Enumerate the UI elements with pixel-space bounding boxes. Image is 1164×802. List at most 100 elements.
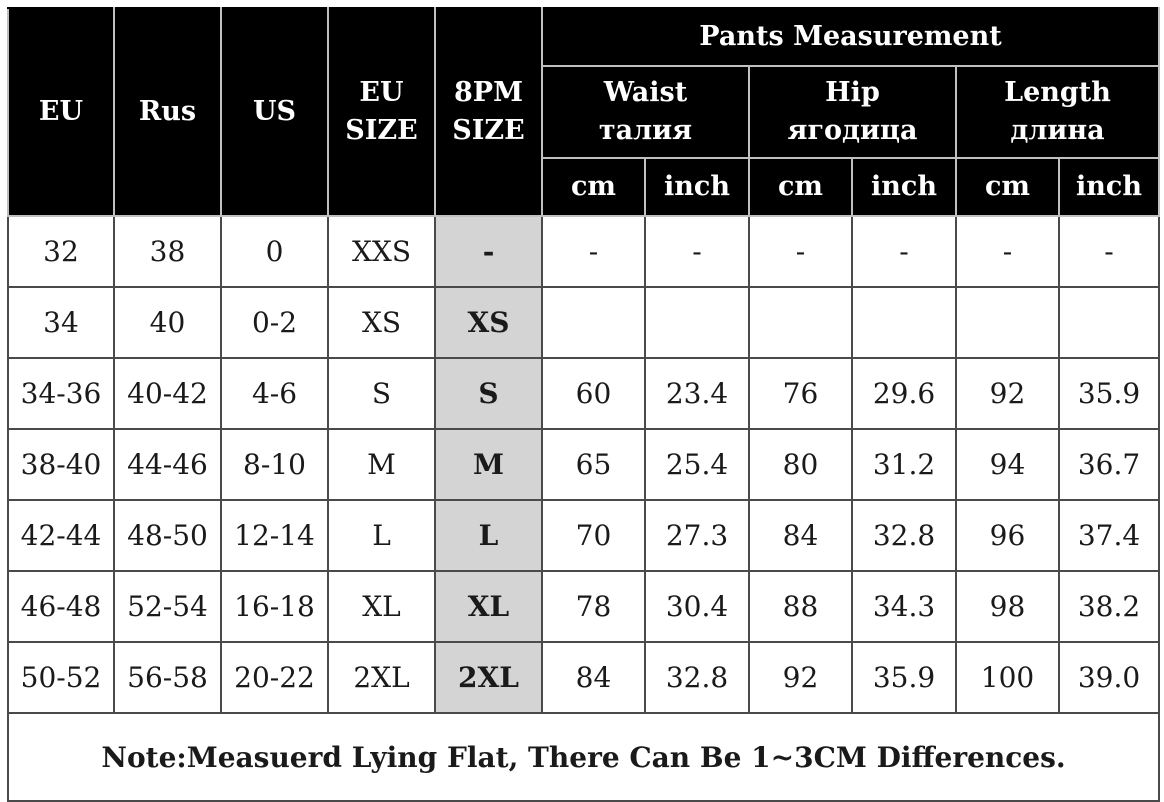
cell-hip-cm: 88 (748, 570, 853, 643)
size-chart-table: EU Rus US EU SIZE 8PM SIZE Pants Measure… (6, 7, 1161, 802)
header-length-en: Length (1004, 77, 1111, 109)
cell-length-cm: 94 (955, 428, 1060, 501)
cell-8pm-size: M (434, 428, 543, 501)
cell-waist-inch: 32.8 (644, 641, 750, 714)
header-eu-size: EU SIZE (327, 7, 436, 217)
cell-eu-size: L (327, 499, 436, 572)
header-rus: Rus (113, 7, 222, 217)
cell-length-cm: 100 (955, 641, 1060, 714)
header-waist-ru: талия (598, 115, 693, 146)
cell-8pm-size: - (434, 215, 543, 288)
cell-rus: 44-46 (113, 428, 222, 501)
cell-eu-size: XL (327, 570, 436, 643)
cell-rus: 38 (113, 215, 222, 288)
cell-rus: 40 (113, 286, 222, 359)
cell-hip-cm: 92 (748, 641, 853, 714)
cell-8pm-size: S (434, 357, 543, 430)
cell-length-inch: 37.4 (1057, 499, 1161, 572)
header-waist-inch: inch (644, 157, 750, 217)
cell-rus: 40-42 (113, 357, 222, 430)
cell-length-inch: 39.0 (1057, 641, 1161, 714)
cell-waist-cm: 70 (541, 499, 646, 572)
cell-waist-inch: 25.4 (644, 428, 750, 501)
cell-waist-inch (644, 286, 750, 359)
cell-hip-inch: 29.6 (851, 357, 957, 430)
cell-hip-inch (851, 286, 957, 359)
header-length: Length длина (954, 65, 1161, 159)
header-length-inch: inch (1057, 157, 1161, 217)
cell-hip-inch: - (851, 215, 957, 288)
cell-waist-inch: 23.4 (644, 357, 750, 430)
header-eu-size-line2: SIZE (345, 115, 418, 146)
table-row: 34-36 40-42 4-6 S S 60 23.4 76 29.6 92 3… (7, 357, 1161, 430)
cell-eu: 34 (7, 286, 115, 359)
cell-hip-cm: - (748, 215, 853, 288)
header-hip: Hip ягодица (748, 65, 957, 159)
cell-eu: 34-36 (7, 357, 115, 430)
cell-waist-cm: 60 (541, 357, 646, 430)
cell-us: 8-10 (220, 428, 329, 501)
cell-length-inch: 36.7 (1057, 428, 1161, 501)
header-hip-inch: inch (851, 157, 957, 217)
cell-waist-cm: - (541, 215, 646, 288)
cell-eu-size: S (327, 357, 436, 430)
cell-hip-cm: 84 (748, 499, 853, 572)
cell-hip-inch: 35.9 (851, 641, 957, 714)
cell-eu: 32 (7, 215, 115, 288)
cell-hip-inch: 31.2 (851, 428, 957, 501)
cell-8pm-size: XS (434, 286, 543, 359)
header-eu: EU (7, 7, 115, 217)
cell-length-inch: 38.2 (1057, 570, 1161, 643)
cell-length-cm: 92 (955, 357, 1060, 430)
cell-hip-cm: 76 (748, 357, 853, 430)
cell-us: 4-6 (220, 357, 329, 430)
cell-8pm-size: XL (434, 570, 543, 643)
header-hip-ru: ягодица (787, 115, 918, 146)
header-eu-size-line1: EU (359, 77, 404, 109)
table-row: 46-48 52-54 16-18 XL XL 78 30.4 88 34.3 … (7, 570, 1161, 643)
cell-eu: 42-44 (7, 499, 115, 572)
cell-length-cm (955, 286, 1060, 359)
header-hip-cm: cm (748, 157, 853, 217)
cell-waist-inch: - (644, 215, 750, 288)
cell-us: 0-2 (220, 286, 329, 359)
cell-eu: 46-48 (7, 570, 115, 643)
cell-hip-inch: 32.8 (851, 499, 957, 572)
cell-rus: 52-54 (113, 570, 222, 643)
header-waist-cm: cm (541, 157, 646, 217)
cell-eu-size: M (327, 428, 436, 501)
header-hip-en: Hip (825, 77, 880, 109)
header-waist: Waist талия (541, 65, 750, 159)
header-waist-en: Waist (603, 77, 688, 109)
cell-waist-inch: 27.3 (644, 499, 750, 572)
cell-waist-cm: 84 (541, 641, 646, 714)
cell-length-inch: 35.9 (1057, 357, 1161, 430)
header-8pm-size-line1: 8PM (454, 77, 523, 109)
header-us: US (220, 7, 329, 217)
cell-length-cm: 96 (955, 499, 1060, 572)
cell-length-inch: - (1057, 215, 1161, 288)
cell-rus: 56-58 (113, 641, 222, 714)
cell-eu: 50-52 (7, 641, 115, 714)
cell-waist-cm (541, 286, 646, 359)
cell-eu-size: XXS (327, 215, 436, 288)
cell-eu-size: XS (327, 286, 436, 359)
cell-8pm-size: L (434, 499, 543, 572)
table-row: 34 40 0-2 XS XS (7, 286, 1161, 359)
cell-length-cm: 98 (955, 570, 1060, 643)
header-8pm-size-line2: SIZE (452, 115, 525, 146)
cell-hip-inch: 34.3 (851, 570, 957, 643)
cell-hip-cm: 80 (748, 428, 853, 501)
measurement-note: Note:Measuerd Lying Flat, There Can Be 1… (6, 712, 1161, 802)
cell-length-inch (1057, 286, 1161, 359)
cell-us: 0 (220, 215, 329, 288)
header-length-cm: cm (955, 157, 1060, 217)
cell-waist-cm: 78 (541, 570, 646, 643)
cell-us: 12-14 (220, 499, 329, 572)
header-8pm-size: 8PM SIZE (434, 7, 543, 217)
table-row: 50-52 56-58 20-22 2XL 2XL 84 32.8 92 35.… (7, 641, 1161, 714)
cell-us: 16-18 (220, 570, 329, 643)
table-row: 42-44 48-50 12-14 L L 70 27.3 84 32.8 96… (7, 499, 1161, 572)
cell-eu-size: 2XL (327, 641, 436, 714)
cell-waist-inch: 30.4 (644, 570, 750, 643)
